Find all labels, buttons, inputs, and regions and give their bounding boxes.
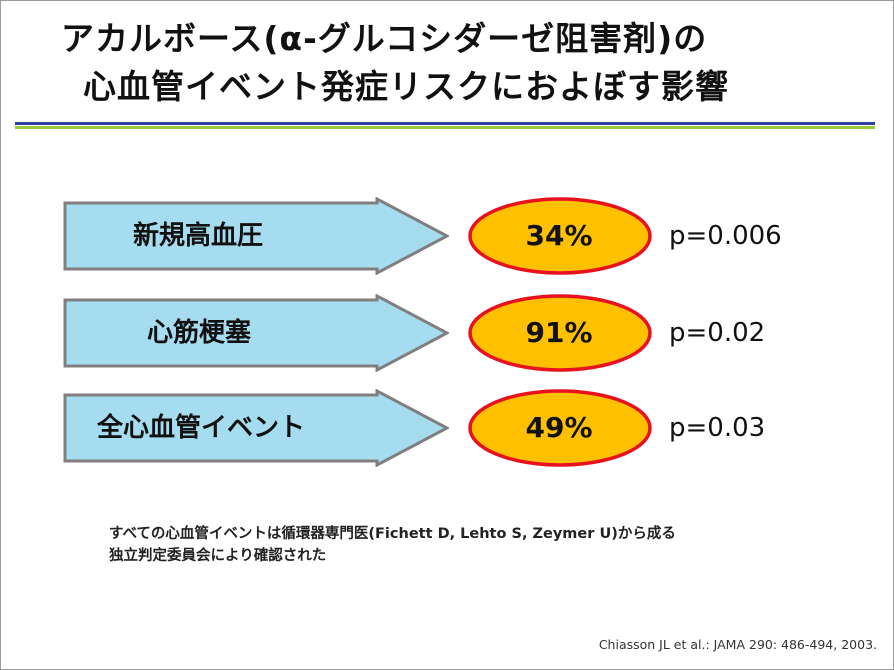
outcome-label: 全心血管イベント: [97, 413, 306, 443]
footnote-line-1: すべての心血管イベントは循環器専門医(Fichett D, Lehto S, Z…: [109, 526, 676, 542]
arrow-shape: [63, 197, 449, 275]
oval-shape: [468, 294, 652, 372]
p-value: p=0.02: [669, 318, 766, 348]
arrow-polygon: [63, 389, 449, 467]
arrow-shape: [63, 294, 449, 372]
footnote: すべての心血管イベントは循環器専門医(Fichett D, Lehto S, Z…: [109, 523, 676, 567]
title-line-2: 心血管イベント発症リスクにおよぼす影響: [83, 67, 729, 106]
underline-blue-stripe: [15, 122, 875, 125]
result-row-new-hypertension: 新規高血圧 34% p=0.006: [1, 197, 893, 277]
result-row-myocardial-infarction: 心筋梗塞 91% p=0.02: [1, 294, 893, 374]
oval-ellipse: [468, 294, 652, 372]
risk-reduction-value: 34%: [525, 219, 593, 252]
outcome-label: 心筋梗塞: [147, 318, 252, 348]
underline-green-stripe: [15, 126, 875, 129]
oval-ellipse: [468, 389, 652, 467]
p-value: p=0.006: [669, 221, 782, 251]
p-value: p=0.03: [669, 413, 766, 443]
oval-ellipse: [468, 197, 652, 275]
arrow-polygon: [63, 197, 449, 275]
risk-reduction-value: 91%: [525, 316, 593, 349]
title-underline: [15, 122, 875, 129]
slide-title: アカルボース(α-グルコシダーゼ阻害剤)の 心血管イベント発症リスクにおよぼす影…: [61, 15, 861, 111]
citation: Chiasson JL et al.: JAMA 290: 486-494, 2…: [598, 637, 877, 652]
outcome-label: 新規高血圧: [133, 221, 264, 251]
oval-shape: [468, 389, 652, 467]
title-line-1: アカルボース(α-グルコシダーゼ阻害剤)の: [61, 19, 708, 58]
risk-reduction-value: 49%: [525, 411, 593, 444]
oval-shape: [468, 197, 652, 275]
result-row-all-cardiovascular-events: 全心血管イベント 49% p=0.03: [1, 389, 893, 469]
arrow-shape: [63, 389, 449, 467]
arrow-polygon: [63, 294, 449, 372]
footnote-line-2: 独立判定委員会により確認された: [109, 548, 327, 564]
